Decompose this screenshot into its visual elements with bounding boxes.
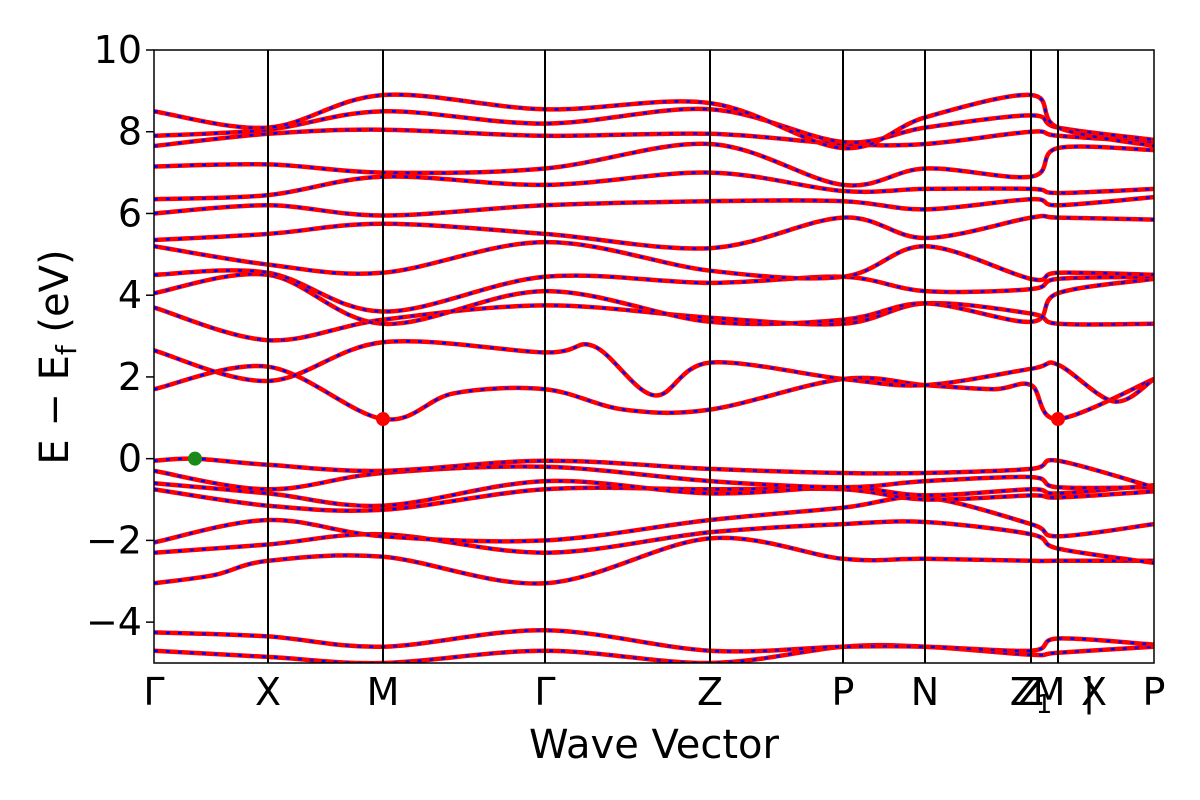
x-tick-label-subscript: 1 bbox=[1036, 690, 1053, 720]
y-tick-label: −2 bbox=[86, 518, 142, 562]
band-4-overlay bbox=[154, 520, 1154, 565]
x-tick-label: Z bbox=[697, 670, 723, 714]
x-tick-label: Z bbox=[1018, 670, 1044, 714]
x-axis-title: Wave Vector bbox=[529, 722, 780, 768]
y-axis-title-unit: (eV) bbox=[32, 249, 78, 345]
band-20-overlay bbox=[154, 128, 1154, 148]
band-19-overlay bbox=[154, 142, 1154, 187]
y-tick-label: 4 bbox=[118, 273, 142, 317]
band-18-overlay bbox=[154, 171, 1154, 201]
band-17-overlay bbox=[154, 195, 1154, 217]
y-tick-label: −4 bbox=[86, 600, 142, 644]
x-tick-label: P bbox=[1143, 670, 1166, 714]
band-13 bbox=[154, 271, 1154, 327]
y-axis-title-main: E − E bbox=[32, 355, 78, 465]
x-tick-label: Γ bbox=[143, 670, 164, 714]
band-9-overlay bbox=[154, 457, 1154, 489]
band-1-overlay bbox=[154, 643, 1154, 663]
x-tick-label: X bbox=[255, 670, 281, 714]
x-tick-label: N bbox=[911, 670, 939, 714]
x-tick-label: | bbox=[1083, 670, 1096, 715]
band-edge-marker bbox=[188, 451, 202, 466]
y-tick-label: 2 bbox=[118, 355, 142, 399]
y-axis-title: E − Ef (eV) bbox=[32, 249, 83, 464]
y-axis-title-subscript: f bbox=[50, 344, 83, 355]
markers-layer bbox=[188, 412, 1065, 466]
y-tick-label: 10 bbox=[94, 28, 142, 72]
band-8-overlay bbox=[154, 465, 1154, 491]
x-tick-label: M bbox=[367, 670, 400, 714]
x-tick-label: P bbox=[832, 670, 855, 714]
band-15-overlay bbox=[154, 240, 1154, 282]
band-14-overlay bbox=[154, 269, 1154, 313]
plot-frame bbox=[153, 49, 1155, 664]
band-10-overlay bbox=[154, 364, 1154, 421]
band-11-overlay bbox=[154, 339, 1154, 403]
y-axis: −4 −2 0 2 4 6 8 10 bbox=[86, 28, 154, 644]
band-21-overlay bbox=[154, 107, 1154, 144]
y-tick-label: 8 bbox=[118, 110, 142, 154]
band-2-overlay bbox=[154, 629, 1154, 653]
x-axis: Γ X M Γ Z P N ZM |X PZ1 bbox=[143, 670, 1165, 720]
band-edge-marker bbox=[1051, 412, 1065, 427]
y-tick-label: 0 bbox=[118, 437, 142, 481]
x-tick-label: M bbox=[1033, 670, 1066, 714]
x-tick-label: Γ bbox=[534, 670, 555, 714]
band-7-overlay bbox=[154, 479, 1154, 508]
band-16-overlay bbox=[154, 214, 1154, 250]
band-22-overlay bbox=[154, 93, 1154, 150]
y-tick-label: 6 bbox=[118, 191, 142, 235]
band-5-overlay bbox=[154, 495, 1154, 544]
band-edge-marker bbox=[376, 412, 390, 427]
kpoint-lines-layer bbox=[267, 50, 1059, 663]
band-6-overlay bbox=[154, 486, 1154, 513]
band-12 bbox=[154, 300, 1154, 343]
x-tick-label: X bbox=[1081, 670, 1107, 714]
